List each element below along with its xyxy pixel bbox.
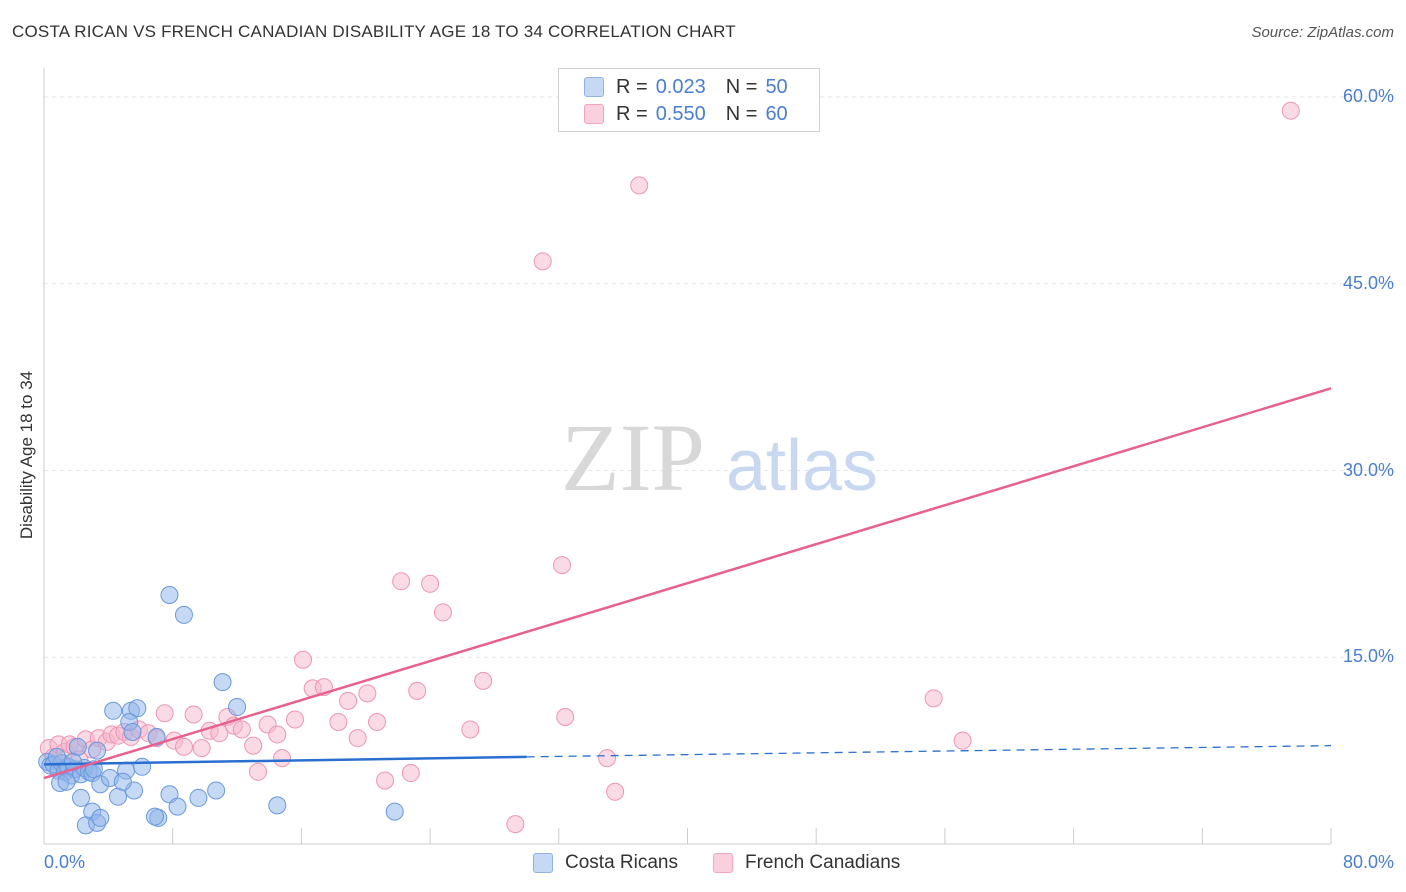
costa-rican-point-45 bbox=[268, 796, 287, 815]
costa-rican-trend-extension bbox=[526, 744, 1332, 758]
costa-rican-point-32 bbox=[104, 701, 123, 720]
french-canadian-point-21 bbox=[184, 705, 203, 724]
costa-rican-point-15 bbox=[88, 741, 107, 760]
costa-rican-point-36 bbox=[168, 797, 187, 816]
bottom-legend-label: Costa Ricans bbox=[565, 852, 678, 873]
french-canadian-point-48 bbox=[461, 720, 480, 739]
french-canadian-point-44 bbox=[401, 764, 420, 783]
y-tick-label-1: 30.0% bbox=[1342, 459, 1394, 480]
french-canadian-point-47 bbox=[433, 603, 452, 622]
french-canadian-point-45 bbox=[408, 681, 427, 700]
legend-row-costa-ricans: R = 0.023 N = 50 bbox=[584, 75, 788, 99]
watermark-atlas: atlas bbox=[726, 426, 878, 506]
french-canadian-trend-line bbox=[43, 387, 1332, 780]
costa-rican-point-18 bbox=[57, 772, 76, 791]
y-tick-label-0: 15.0% bbox=[1342, 646, 1394, 667]
chart-title: COSTA RICAN VS FRENCH CANADIAN DISABILIT… bbox=[12, 22, 736, 41]
axes bbox=[43, 68, 1332, 845]
bottom-legend-swatch-blue bbox=[533, 853, 553, 873]
costa-rican-point-34 bbox=[147, 727, 166, 746]
x-tick-label-max: 80.0% bbox=[1342, 852, 1394, 872]
french-canadian-point-49 bbox=[474, 671, 493, 690]
french-canadian-point-52 bbox=[553, 556, 572, 575]
french-canadian-point-27 bbox=[232, 720, 251, 739]
source-label: Source: ZipAtlas.com bbox=[1251, 24, 1394, 41]
french-canadian-point-34 bbox=[294, 650, 313, 669]
costa-rican-point-40 bbox=[160, 586, 179, 604]
french-canadian-point-57 bbox=[924, 689, 943, 708]
french-canadian-point-39 bbox=[348, 729, 367, 748]
legend-swatch-blue bbox=[584, 77, 604, 97]
french-canadian-point-40 bbox=[358, 684, 377, 703]
legend-n-label: N = bbox=[725, 102, 758, 125]
french-canadian-point-53 bbox=[556, 708, 575, 727]
french-canadian-point-29 bbox=[248, 762, 267, 781]
costa-rican-point-46 bbox=[385, 802, 404, 821]
x-tick-label-min: 0.0% bbox=[44, 852, 86, 872]
legend-swatch-pink bbox=[584, 104, 604, 124]
costa-rican-trend-line bbox=[43, 755, 527, 766]
french-canadian-point-18 bbox=[155, 704, 174, 723]
legend-n-value: 50 bbox=[765, 75, 788, 98]
costa-rican-point-33 bbox=[123, 722, 142, 741]
trend-lines bbox=[43, 387, 1332, 780]
french-canadian-point-58 bbox=[953, 731, 972, 750]
costa-rican-point-23 bbox=[91, 808, 110, 827]
legend-n-label: N = bbox=[725, 75, 758, 98]
costa-rican-point-41 bbox=[189, 788, 208, 807]
bottom-legend-french-canadians: French Canadians bbox=[713, 852, 900, 874]
french-canadian-point-50 bbox=[506, 815, 525, 834]
watermark-zip: ZIP bbox=[561, 404, 705, 511]
french-canadian-point-42 bbox=[376, 771, 395, 790]
french-canadian-point-38 bbox=[339, 691, 358, 710]
french-canadian-point-56 bbox=[630, 176, 649, 195]
french-canadian-point-37 bbox=[329, 712, 348, 731]
legend-r-value: 0.023 bbox=[655, 75, 706, 98]
costa-rican-point-25 bbox=[109, 787, 128, 806]
french-canadian-point-33 bbox=[285, 710, 304, 729]
legend: R = 0.023 N = 50 R = 0.550 N = 60 bbox=[558, 68, 820, 132]
french-canadian-point-41 bbox=[368, 712, 387, 731]
french-canadian-point-43 bbox=[392, 572, 411, 591]
costa-rican-point-19 bbox=[72, 788, 91, 807]
french-canadian-point-20 bbox=[174, 737, 193, 756]
costa-rican-point-31 bbox=[133, 757, 152, 776]
legend-row-french-canadians: R = 0.550 N = 60 bbox=[584, 102, 788, 126]
y-tick-label-3: 60.0% bbox=[1342, 86, 1394, 106]
french-canadian-point-55 bbox=[606, 782, 625, 801]
french-canadian-point-22 bbox=[192, 739, 211, 758]
legend-r-label: R = bbox=[616, 75, 648, 98]
series-costa-ricans bbox=[38, 586, 404, 835]
bottom-legend-swatch-pink bbox=[713, 853, 733, 873]
bottom-legend-label: French Canadians bbox=[745, 852, 901, 873]
costa-rican-point-44 bbox=[228, 698, 247, 717]
french-canadian-point-54 bbox=[598, 749, 617, 768]
costa-rican-point-9 bbox=[68, 737, 87, 756]
bottom-legend-costa-ricans: Costa Ricans bbox=[533, 852, 678, 874]
costa-rican-point-43 bbox=[213, 673, 232, 692]
costa-rican-point-42 bbox=[207, 781, 226, 800]
french-canadian-point-28 bbox=[244, 736, 263, 755]
french-canadian-point-31 bbox=[268, 725, 287, 744]
french-canadian-point-59 bbox=[1281, 101, 1300, 120]
y-tick-label-2: 45.0% bbox=[1342, 272, 1394, 293]
y-axis-label: Disability Age 18 to 34 bbox=[17, 370, 36, 540]
costa-rican-point-29 bbox=[128, 699, 147, 718]
costa-rican-point-47 bbox=[113, 772, 132, 791]
costa-rican-point-39 bbox=[146, 807, 165, 826]
legend-r-value: 0.550 bbox=[655, 102, 706, 125]
costa-rican-point-37 bbox=[174, 605, 193, 624]
french-canadian-point-46 bbox=[421, 574, 440, 593]
french-canadian-point-51 bbox=[533, 252, 552, 271]
legend-r-label: R = bbox=[616, 102, 648, 125]
legend-n-value: 60 bbox=[765, 102, 788, 125]
watermark: ZIP atlas bbox=[561, 404, 878, 511]
french-canadian-point-32 bbox=[273, 749, 292, 768]
